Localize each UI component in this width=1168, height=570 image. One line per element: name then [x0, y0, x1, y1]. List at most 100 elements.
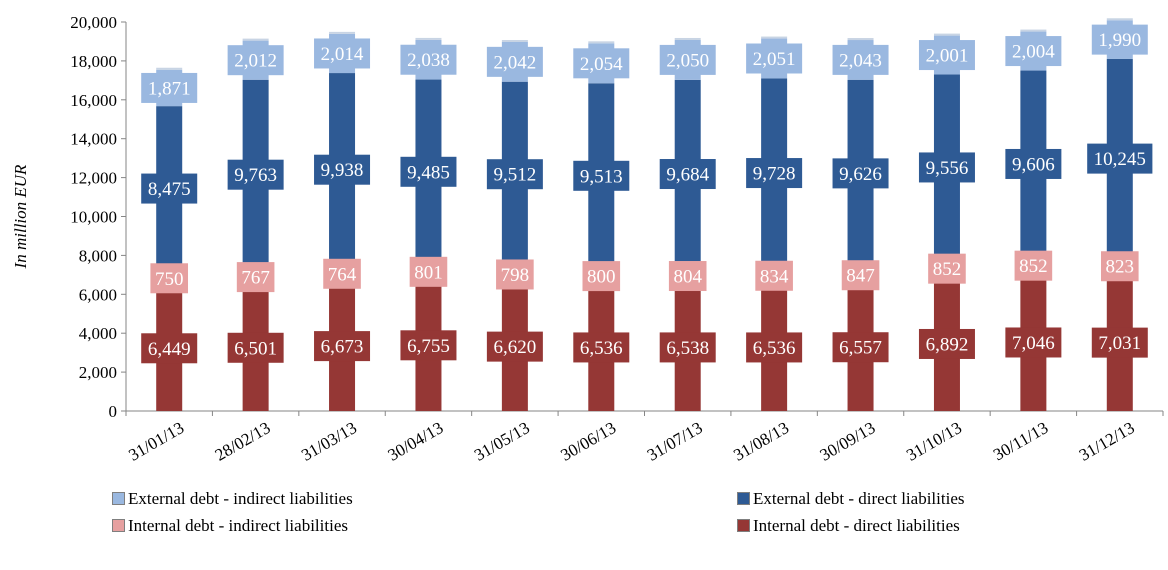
data-label: 1,871 [148, 78, 191, 99]
data-label: 6,538 [666, 338, 709, 359]
data-label-box [928, 253, 966, 284]
data-label-box [486, 159, 543, 190]
data-label-box [1005, 36, 1062, 67]
data-label-box [1014, 250, 1053, 281]
data-label-box [400, 330, 457, 361]
data-label: 9,513 [580, 166, 623, 187]
data-label: 798 [501, 265, 530, 286]
data-label-box [1091, 327, 1148, 358]
y-tick-label: 20,000 [70, 13, 117, 32]
data-label-box [659, 332, 716, 363]
data-label-box [314, 38, 371, 69]
data-label-box [227, 332, 284, 363]
x-tick-label: 30/04/13 [385, 418, 447, 465]
data-label: 2,038 [407, 50, 450, 71]
legend-swatch [737, 492, 750, 505]
x-tick-label: 31/12/13 [1076, 418, 1138, 465]
data-label-box [832, 332, 889, 363]
data-label-box [323, 258, 361, 289]
data-label: 2,001 [926, 46, 969, 67]
data-label: 801 [414, 262, 443, 283]
bar-top [242, 38, 269, 41]
data-label: 767 [241, 268, 270, 289]
data-label-box [150, 263, 189, 294]
bar-top [415, 37, 442, 40]
data-label: 2,004 [1012, 42, 1055, 63]
legend-label: External debt - indirect liabilities [128, 489, 353, 508]
data-label: 6,755 [407, 336, 450, 357]
x-tick-label: 31/10/13 [903, 418, 965, 465]
data-label-box [582, 261, 621, 292]
legend-item-internal-indirect: Internal debt - indirect liabilities [112, 516, 348, 536]
data-label: 834 [760, 266, 789, 287]
legend-label: Internal debt - indirect liabilities [128, 516, 348, 535]
data-label-box [832, 158, 889, 189]
data-label: 852 [1019, 256, 1048, 277]
data-label: 2,012 [234, 51, 277, 72]
y-tick-label: 8,000 [79, 246, 117, 265]
data-label-box [668, 261, 707, 292]
data-label-box [755, 260, 793, 291]
data-label-box [573, 48, 630, 79]
data-label: 764 [328, 264, 357, 285]
x-tick-label: 31/01/13 [125, 418, 187, 465]
data-label: 2,014 [321, 44, 364, 65]
data-label-box [141, 72, 198, 103]
y-tick-label: 16,000 [70, 91, 117, 110]
data-label-box [1100, 251, 1139, 282]
data-label-box [1091, 24, 1148, 55]
data-label: 6,673 [321, 337, 364, 358]
bar-top [761, 36, 788, 39]
data-label-box [1087, 143, 1153, 174]
y-tick-label: 10,000 [70, 208, 117, 227]
y-axis-title: In million EUR [11, 164, 30, 269]
data-label: 9,684 [666, 165, 709, 186]
x-tick-label: 28/02/13 [212, 418, 274, 465]
legend-label: External debt - direct liabilities [753, 489, 965, 508]
data-label: 2,043 [839, 50, 882, 71]
data-label: 750 [155, 269, 184, 290]
legend-label: Internal debt - direct liabilities [753, 516, 960, 535]
data-label: 800 [587, 267, 616, 288]
y-tick-label: 2,000 [79, 363, 117, 382]
data-label: 823 [1106, 257, 1135, 278]
data-label-box [1005, 148, 1062, 179]
data-label-box [314, 154, 371, 185]
y-tick-label: 6,000 [79, 285, 117, 304]
legend-swatch [737, 519, 750, 532]
data-label-box [573, 332, 630, 363]
data-label: 847 [846, 266, 875, 287]
x-tick-label: 31/05/13 [471, 418, 533, 465]
data-label-box [1005, 327, 1062, 358]
data-label: 7,046 [1012, 333, 1055, 354]
data-label: 6,557 [839, 338, 882, 359]
data-label: 6,536 [580, 338, 623, 359]
data-label-box [746, 332, 803, 363]
y-tick-label: 18,000 [70, 52, 117, 71]
data-label: 2,050 [666, 50, 709, 71]
data-label-box [141, 173, 198, 204]
bar-top [1020, 29, 1047, 32]
bar-top [588, 41, 615, 44]
data-label-box [573, 160, 630, 191]
data-label: 6,536 [753, 338, 796, 359]
data-label: 7,031 [1098, 333, 1141, 354]
data-label: 6,449 [148, 339, 191, 360]
data-label-box [746, 43, 803, 74]
legend-swatch [112, 492, 125, 505]
data-label-box [236, 262, 275, 293]
data-label: 9,512 [494, 165, 537, 186]
data-label-box [832, 44, 889, 75]
data-label-box [227, 159, 284, 190]
y-tick-label: 14,000 [70, 130, 117, 149]
data-label: 8,475 [148, 179, 191, 200]
data-label: 2,051 [753, 49, 796, 70]
data-label: 9,626 [839, 164, 882, 185]
y-tick-label: 4,000 [79, 324, 117, 343]
bar-top [501, 39, 528, 42]
legend-item-internal-direct: Internal debt - direct liabilities [737, 516, 960, 536]
data-label: 852 [933, 259, 962, 280]
bar-top [674, 37, 701, 40]
data-label-box [841, 260, 880, 291]
y-tick-label: 12,000 [70, 169, 117, 188]
